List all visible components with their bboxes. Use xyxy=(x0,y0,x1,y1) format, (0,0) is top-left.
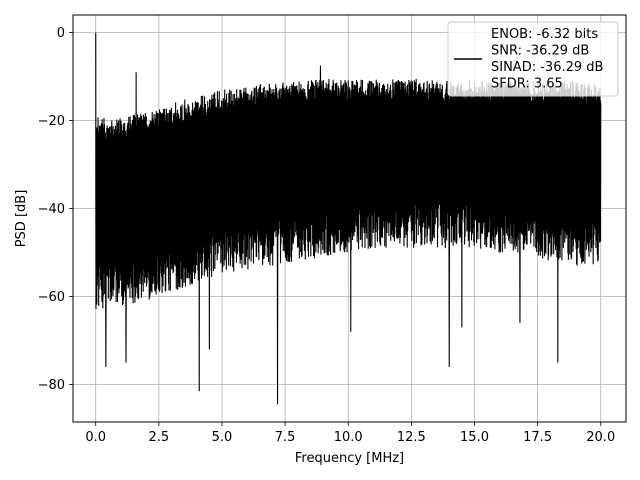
legend-entry-sinad: SINAD: -36.29 dB xyxy=(491,60,603,75)
x-tick-label: 10.0 xyxy=(334,430,363,445)
psd-series-line xyxy=(95,32,602,405)
y-tick-label: −80 xyxy=(38,378,65,393)
x-tick-label: 2.5 xyxy=(149,430,170,445)
x-axis-ticks: 0.0 2.5 5.0 7.5 10.0 12.5 15.0 17.5 20.0 xyxy=(85,422,615,445)
y-axis-ticks: 0 −20 −40 −60 −80 xyxy=(38,26,73,393)
x-tick-label: 12.5 xyxy=(397,430,426,445)
y-tick-label: −60 xyxy=(38,290,65,305)
legend-entry-enob: ENOB: -6.32 bits xyxy=(491,27,598,42)
y-tick-label: −20 xyxy=(38,114,65,129)
legend-box xyxy=(447,21,619,97)
y-tick-label: 0 xyxy=(57,26,65,41)
y-axis-label: PSD [dB] xyxy=(14,190,29,248)
axes-frame xyxy=(72,14,627,423)
legend: ENOB: -6.32 bits SNR: -36.29 dB SINAD: -… xyxy=(447,21,619,97)
x-tick-label: 7.5 xyxy=(275,430,296,445)
x-tick-label: 17.5 xyxy=(523,430,552,445)
x-tick-label: 15.0 xyxy=(460,430,489,445)
legend-entry-sfdr: SFDR: 3.65 xyxy=(491,77,563,92)
series-group xyxy=(95,32,602,405)
x-tick-label: 20.0 xyxy=(586,430,615,445)
legend-entry-snr: SNR: -36.29 dB xyxy=(491,44,589,59)
x-axis-label: Frequency [MHz] xyxy=(295,451,404,466)
x-tick-label: 5.0 xyxy=(212,430,233,445)
x-tick-label: 0.0 xyxy=(85,430,106,445)
y-tick-label: −40 xyxy=(38,202,65,217)
